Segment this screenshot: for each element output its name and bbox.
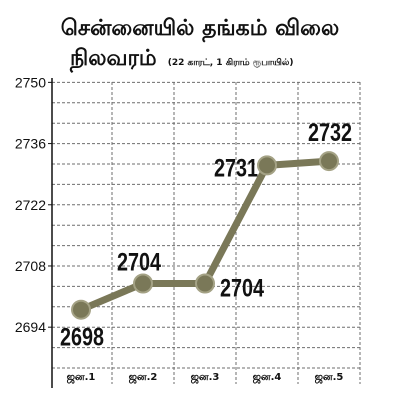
chart-title: சென்னையில் தங்கம் விலை <box>60 16 340 41</box>
data-label: 2732 <box>308 119 352 147</box>
x-tick-label: ஜன.4 <box>253 372 282 384</box>
x-tick-label: ஜன.5 <box>315 372 344 384</box>
data-label: 2698 <box>60 324 104 352</box>
y-tick-label: 2722 <box>15 197 46 213</box>
data-point <box>71 299 91 320</box>
y-tick-label: 2708 <box>15 258 46 274</box>
x-tick-label: ஜன.3 <box>191 372 220 384</box>
chart-subtitle: (22 காரட், 1 கிராம் ரூபாயில்) <box>167 58 294 68</box>
x-tick-label: ஜன.1 <box>67 372 96 384</box>
y-tick-label: 2694 <box>15 319 46 335</box>
data-label: 2731 <box>214 154 258 182</box>
data-label: 2704 <box>117 249 161 277</box>
grid <box>52 81 361 384</box>
chart-title-row: நிலவரம் (22 காரட், 1 கிராம் ரூபாயில்) <box>70 44 370 74</box>
data-point <box>195 273 215 294</box>
y-tick-label: 2750 <box>15 74 46 90</box>
data-point <box>257 155 277 176</box>
data-point <box>133 273 153 294</box>
data-point <box>319 151 339 172</box>
y-tick-label: 2736 <box>15 136 46 152</box>
data-label: 2704 <box>220 275 264 303</box>
x-tick-label: ஜன.2 <box>129 372 158 384</box>
chart-title-line-2: நிலவரம் <box>70 46 157 71</box>
